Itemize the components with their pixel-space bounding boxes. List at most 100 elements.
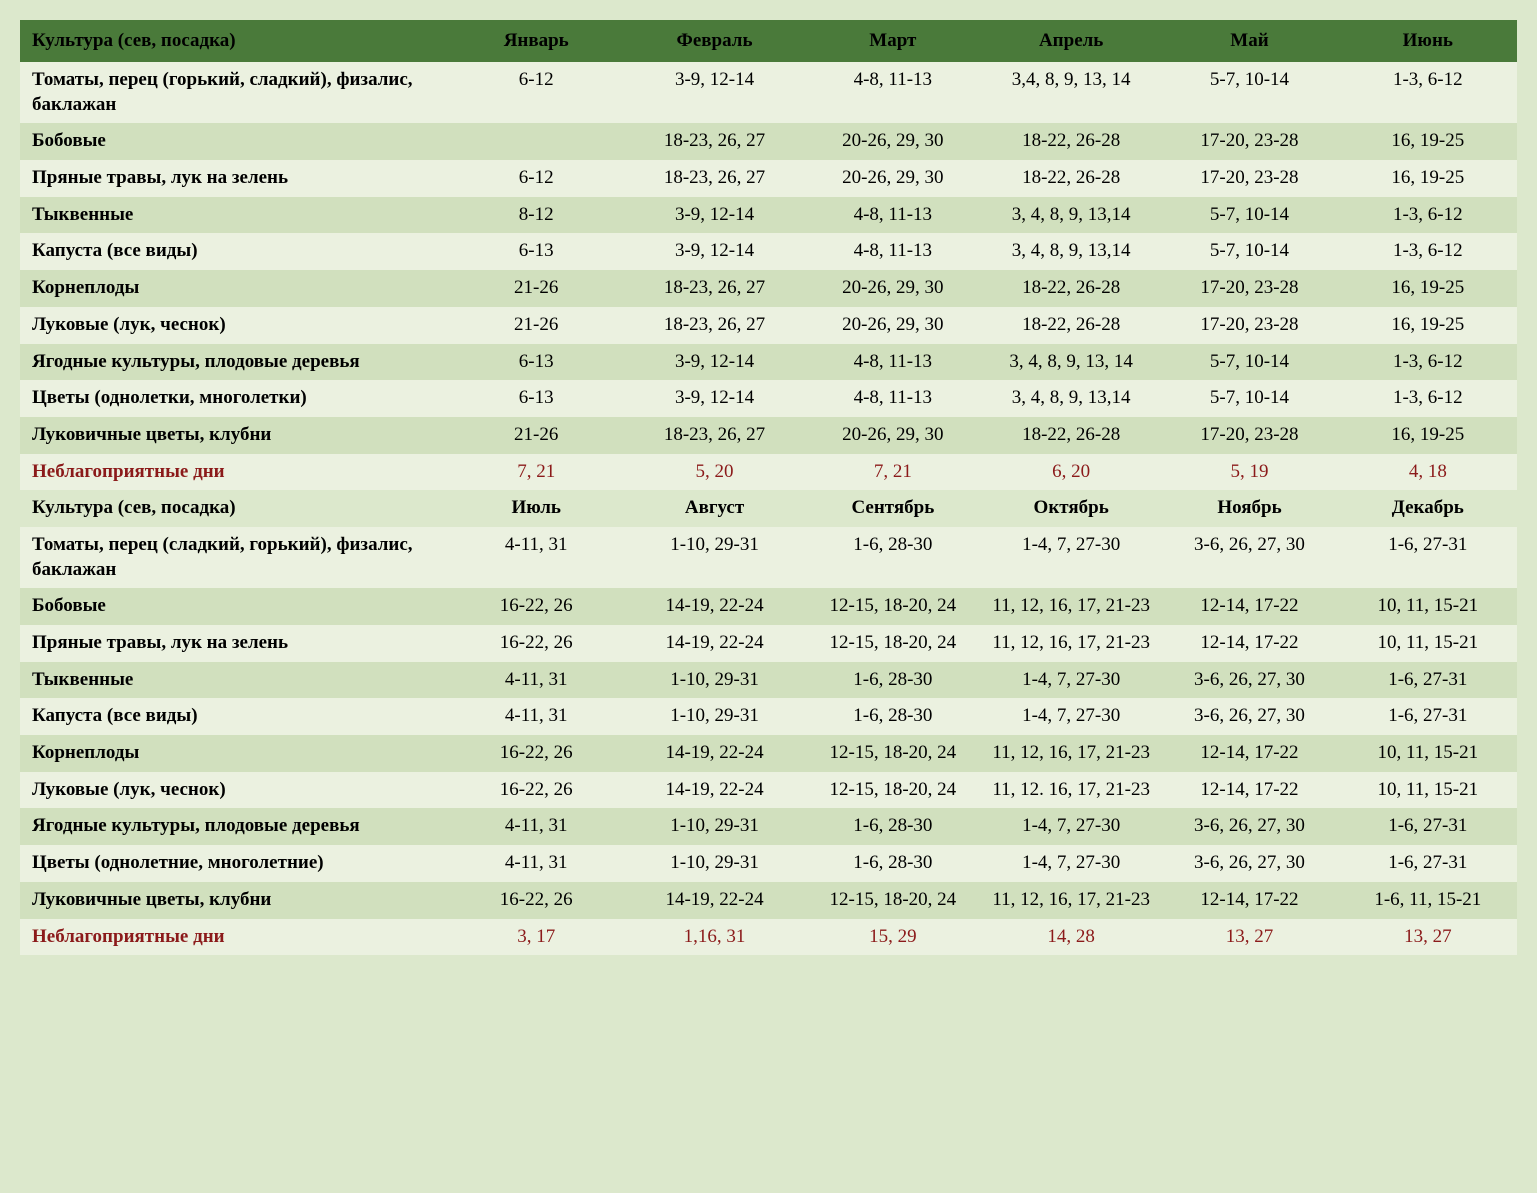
month-cell: 7, 21 <box>447 454 625 491</box>
month-cell: 21-26 <box>447 417 625 454</box>
month-cell: 16-22, 26 <box>447 772 625 809</box>
month-cell: 5, 19 <box>1160 454 1338 491</box>
month-cell: 1-6, 11, 15-21 <box>1339 882 1517 919</box>
month-cell: 1-3, 6-12 <box>1339 197 1517 234</box>
crop-cell: Ягодные культуры, плодовые деревья <box>20 344 447 381</box>
table-row: Бобовые18-23, 26, 2720-26, 29, 3018-22, … <box>20 123 1517 160</box>
month-cell: 1-10, 29-31 <box>625 808 803 845</box>
table-row: Луковые (лук, чеснок)16-22, 2614-19, 22-… <box>20 772 1517 809</box>
crop-cell: Бобовые <box>20 588 447 625</box>
unfavorable-row: Неблагоприятные дни7, 215, 207, 216, 205… <box>20 454 1517 491</box>
month-cell: 1-4, 7, 27-30 <box>982 527 1160 588</box>
month-cell: 10, 11, 15-21 <box>1339 735 1517 772</box>
header-month: Июль <box>447 490 625 527</box>
month-cell: 4-11, 31 <box>447 845 625 882</box>
month-cell: 18-23, 26, 27 <box>625 417 803 454</box>
month-cell: 6-13 <box>447 233 625 270</box>
table-row: Корнеплоды21-2618-23, 26, 2720-26, 29, 3… <box>20 270 1517 307</box>
header-month: Февраль <box>625 20 803 62</box>
table-row: Ягодные культуры, плодовые деревья6-133-… <box>20 344 1517 381</box>
month-cell: 16, 19-25 <box>1339 417 1517 454</box>
month-cell: 3-9, 12-14 <box>625 62 803 123</box>
month-cell: 7, 21 <box>804 454 982 491</box>
month-cell: 1-3, 6-12 <box>1339 380 1517 417</box>
month-cell: 1-10, 29-31 <box>625 662 803 699</box>
month-cell: 1-4, 7, 27-30 <box>982 845 1160 882</box>
month-cell: 18-22, 26-28 <box>982 417 1160 454</box>
month-cell: 5-7, 10-14 <box>1160 197 1338 234</box>
month-cell: 5-7, 10-14 <box>1160 344 1338 381</box>
month-cell: 6-12 <box>447 160 625 197</box>
month-cell: 5, 20 <box>625 454 803 491</box>
header-crop: Культура (сев, посадка) <box>20 20 447 62</box>
month-cell: 12-15, 18-20, 24 <box>804 772 982 809</box>
crop-cell: Луковичные цветы, клубни <box>20 882 447 919</box>
month-cell: 1-10, 29-31 <box>625 845 803 882</box>
month-cell: 4-8, 11-13 <box>804 344 982 381</box>
month-cell: 14-19, 22-24 <box>625 588 803 625</box>
month-cell: 12-15, 18-20, 24 <box>804 882 982 919</box>
month-cell: 17-20, 23-28 <box>1160 123 1338 160</box>
crop-cell: Луковые (лук, чеснок) <box>20 307 447 344</box>
table-row: Луковичные цветы, клубни21-2618-23, 26, … <box>20 417 1517 454</box>
crop-cell: Цветы (однолетние, многолетние) <box>20 845 447 882</box>
month-cell: 3, 4, 8, 9, 13, 14 <box>982 344 1160 381</box>
header-month: Декабрь <box>1339 490 1517 527</box>
month-cell: 3, 4, 8, 9, 13,14 <box>982 197 1160 234</box>
crop-cell: Капуста (все виды) <box>20 233 447 270</box>
table-row: Корнеплоды16-22, 2614-19, 22-2412-15, 18… <box>20 735 1517 772</box>
month-cell: 18-23, 26, 27 <box>625 270 803 307</box>
table-row: Ягодные культуры, плодовые деревья4-11, … <box>20 808 1517 845</box>
month-cell: 3-9, 12-14 <box>625 344 803 381</box>
month-cell: 11, 12, 16, 17, 21-23 <box>982 735 1160 772</box>
unfavorable-row: Неблагоприятные дни3, 171,16, 3115, 2914… <box>20 919 1517 956</box>
month-cell: 3, 4, 8, 9, 13,14 <box>982 233 1160 270</box>
month-cell: 20-26, 29, 30 <box>804 417 982 454</box>
month-cell: 1-6, 28-30 <box>804 845 982 882</box>
crop-cell: Неблагоприятные дни <box>20 919 447 956</box>
month-cell: 14-19, 22-24 <box>625 735 803 772</box>
table-row: Тыквенные8-123-9, 12-144-8, 11-133, 4, 8… <box>20 197 1517 234</box>
month-cell: 18-23, 26, 27 <box>625 160 803 197</box>
crop-cell: Тыквенные <box>20 197 447 234</box>
month-cell: 12-14, 17-22 <box>1160 882 1338 919</box>
month-cell: 4-11, 31 <box>447 662 625 699</box>
month-cell: 14, 28 <box>982 919 1160 956</box>
month-cell: 12-14, 17-22 <box>1160 588 1338 625</box>
month-cell: 20-26, 29, 30 <box>804 270 982 307</box>
month-cell: 14-19, 22-24 <box>625 882 803 919</box>
crop-cell: Луковые (лук, чеснок) <box>20 772 447 809</box>
month-cell: 3,4, 8, 9, 13, 14 <box>982 62 1160 123</box>
month-cell: 4, 18 <box>1339 454 1517 491</box>
crop-cell: Пряные травы, лук на зелень <box>20 625 447 662</box>
month-cell: 3-6, 26, 27, 30 <box>1160 698 1338 735</box>
header-month: Ноябрь <box>1160 490 1338 527</box>
month-cell: 4-11, 31 <box>447 527 625 588</box>
month-cell: 17-20, 23-28 <box>1160 307 1338 344</box>
month-cell: 12-15, 18-20, 24 <box>804 625 982 662</box>
month-cell: 1-10, 29-31 <box>625 698 803 735</box>
table-row: Капуста (все виды)6-133-9, 12-144-8, 11-… <box>20 233 1517 270</box>
month-cell: 3-9, 12-14 <box>625 380 803 417</box>
month-cell: 18-23, 26, 27 <box>625 123 803 160</box>
crop-cell: Цветы (однолетки, многолетки) <box>20 380 447 417</box>
month-cell: 1-10, 29-31 <box>625 527 803 588</box>
month-cell: 13, 27 <box>1339 919 1517 956</box>
month-cell: 1-6, 27-31 <box>1339 527 1517 588</box>
month-cell: 20-26, 29, 30 <box>804 160 982 197</box>
month-cell: 1-3, 6-12 <box>1339 62 1517 123</box>
month-cell: 10, 11, 15-21 <box>1339 625 1517 662</box>
month-cell: 16-22, 26 <box>447 625 625 662</box>
month-cell: 6-13 <box>447 344 625 381</box>
month-cell: 20-26, 29, 30 <box>804 307 982 344</box>
header-month: Март <box>804 20 982 62</box>
month-cell: 1-6, 27-31 <box>1339 845 1517 882</box>
month-cell: 16, 19-25 <box>1339 123 1517 160</box>
month-cell: 18-22, 26-28 <box>982 270 1160 307</box>
month-cell: 4-11, 31 <box>447 698 625 735</box>
month-cell <box>447 123 625 160</box>
month-cell: 1-4, 7, 27-30 <box>982 662 1160 699</box>
table-row: Цветы (однолетние, многолетние)4-11, 311… <box>20 845 1517 882</box>
month-cell: 3-6, 26, 27, 30 <box>1160 662 1338 699</box>
crop-cell: Луковичные цветы, клубни <box>20 417 447 454</box>
